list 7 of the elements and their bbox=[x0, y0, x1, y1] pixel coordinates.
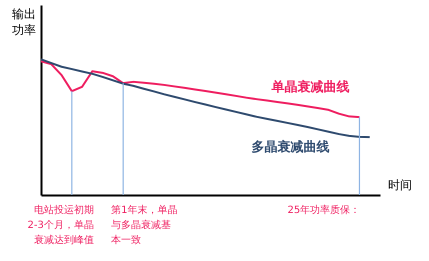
text: 25年功率质保： bbox=[287, 204, 360, 216]
series-label: 多晶衰减曲线 bbox=[252, 139, 330, 156]
text: 电站投运初期2-3个月，单晶衰减达到峰值 bbox=[27, 204, 94, 246]
x-axis-title: 时间 bbox=[388, 178, 412, 192]
y-axis-title: 输出功率 bbox=[12, 7, 36, 37]
text: 第1年末，单晶与多晶衰减基本一致 bbox=[111, 204, 178, 246]
series-label: 单晶衰减曲线 bbox=[270, 79, 350, 96]
